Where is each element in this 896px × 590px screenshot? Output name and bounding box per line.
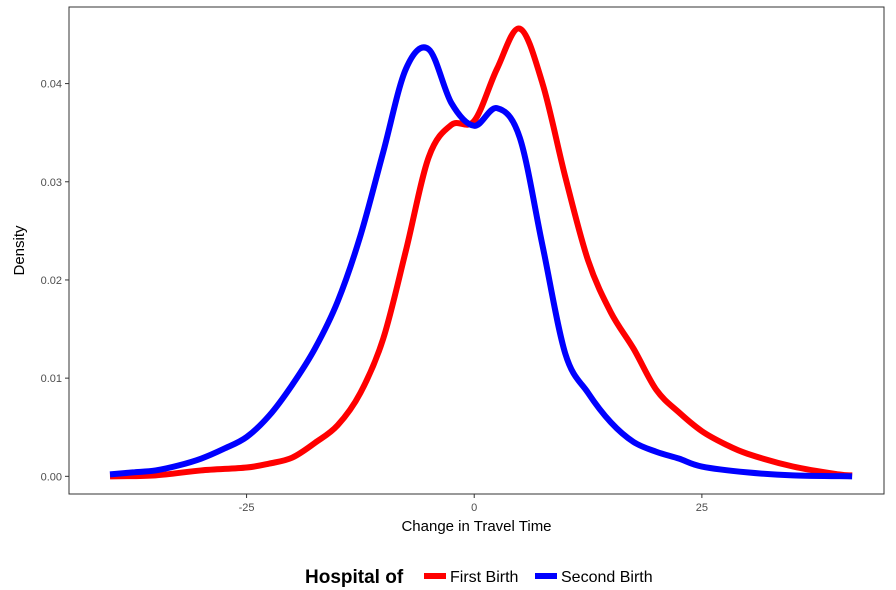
x-tick-label: 25	[696, 502, 708, 514]
y-tick-label: 0.00	[41, 471, 62, 483]
y-axis-title: Density	[11, 225, 28, 276]
series-layer	[109, 25, 853, 480]
plot-panel	[68, 6, 885, 495]
series-line-first-birth	[109, 25, 853, 480]
legend-label-first-birth: First Birth	[450, 569, 518, 586]
y-tick-label: 0.04	[41, 79, 62, 91]
y-tick-label: 0.03	[41, 177, 62, 189]
x-tick-label: 0	[471, 502, 477, 514]
series-line-second-birth	[109, 44, 853, 480]
legend-label-second-birth: Second Birth	[561, 569, 653, 586]
legend: Hospital of First Birth Second Birth	[305, 567, 653, 588]
axes: -25 0 25 0.00 0.01 0.02 0.03 0.04	[41, 79, 708, 514]
y-tick-label: 0.02	[41, 275, 62, 287]
x-tick-label: -25	[239, 502, 255, 514]
y-tick-label: 0.01	[41, 373, 62, 385]
legend-title: Hospital of	[305, 567, 404, 588]
plot-border	[68, 6, 885, 495]
x-axis-title: Change in Travel Time	[401, 518, 551, 535]
